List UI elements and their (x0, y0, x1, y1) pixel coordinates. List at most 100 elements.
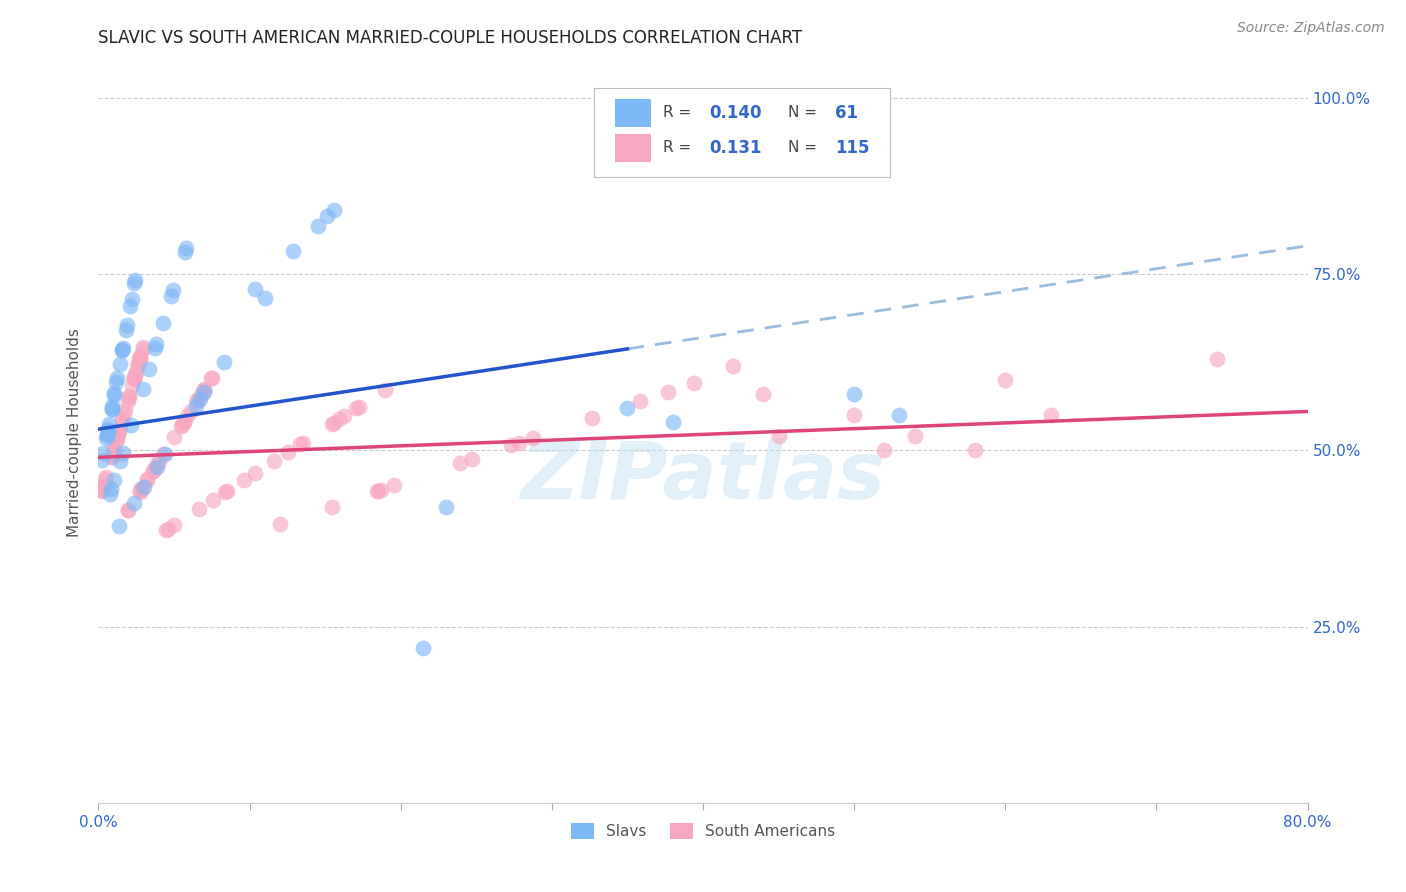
Point (127, 358, 149, 372)
Point (100, 482, 122, 496)
Point (124, 277, 146, 291)
Point (125, 364, 148, 378)
Point (193, 383, 215, 397)
Point (93, 446, 115, 460)
Point (105, 370, 128, 384)
Point (374, 383, 396, 397)
Point (163, 430, 186, 444)
Point (90, 484, 112, 499)
Point (128, 351, 150, 365)
Point (124, 370, 146, 384)
Point (1039, 408, 1062, 422)
Point (111, 343, 134, 357)
Point (117, 394, 139, 409)
Point (100, 450, 122, 464)
Point (581, 410, 603, 425)
Point (103, 386, 125, 401)
Text: 61: 61 (835, 103, 858, 122)
Point (111, 343, 134, 358)
Point (522, 431, 544, 445)
Point (616, 401, 638, 415)
Point (243, 466, 266, 480)
Text: 0.140: 0.140 (709, 103, 762, 122)
Point (94, 469, 117, 483)
Point (121, 293, 143, 307)
Point (124, 370, 146, 384)
Point (129, 483, 152, 498)
Point (152, 447, 174, 461)
Text: SLAVIC VS SOUTH AMERICAN MARRIED-COUPLE HOUSEHOLDS CORRELATION CHART: SLAVIC VS SOUTH AMERICAN MARRIED-COUPLE … (98, 29, 803, 47)
Point (128, 484, 150, 499)
Point (188, 502, 211, 516)
Point (101, 400, 124, 414)
Point (114, 402, 136, 417)
Point (176, 409, 198, 424)
Y-axis label: Married-couple Households: Married-couple Households (67, 328, 83, 537)
Point (120, 299, 142, 313)
Point (844, 408, 866, 422)
Point (135, 474, 157, 488)
Point (269, 517, 291, 532)
Point (145, 460, 167, 475)
Point (768, 429, 790, 443)
Point (322, 416, 344, 430)
FancyBboxPatch shape (595, 88, 890, 178)
Text: 0.131: 0.131 (709, 138, 762, 157)
Point (121, 377, 143, 392)
Point (723, 359, 745, 373)
Text: ZIPatlas: ZIPatlas (520, 438, 886, 516)
Point (191, 384, 214, 399)
Point (212, 355, 235, 369)
Point (628, 394, 651, 409)
Point (143, 460, 166, 475)
Point (412, 640, 434, 655)
Point (142, 464, 165, 478)
Point (844, 387, 866, 401)
Point (321, 500, 343, 514)
Point (186, 394, 208, 409)
Point (96, 431, 118, 445)
Point (143, 341, 166, 355)
Point (152, 316, 174, 330)
Point (1206, 351, 1229, 366)
Text: Source: ZipAtlas.com: Source: ZipAtlas.com (1237, 21, 1385, 36)
Point (316, 209, 339, 223)
Point (174, 241, 197, 255)
Point (115, 318, 138, 332)
Point (263, 453, 285, 467)
Point (347, 400, 370, 414)
Text: 115: 115 (835, 138, 869, 157)
Point (253, 291, 276, 305)
Point (200, 371, 222, 385)
Point (100, 450, 122, 464)
Point (108, 454, 131, 468)
Point (193, 382, 215, 396)
Point (277, 445, 299, 459)
Point (97, 423, 120, 437)
Point (661, 415, 683, 429)
Point (120, 417, 142, 432)
Point (122, 372, 145, 386)
Point (108, 358, 131, 372)
Point (100, 401, 122, 416)
Point (243, 281, 266, 295)
Point (449, 456, 471, 470)
Point (160, 289, 183, 303)
Point (188, 392, 211, 407)
Point (994, 373, 1017, 387)
Point (128, 352, 150, 367)
Point (201, 371, 224, 385)
Point (105, 434, 128, 448)
Point (134, 480, 156, 494)
Point (904, 429, 927, 443)
Point (131, 342, 153, 356)
Point (873, 443, 896, 458)
Point (370, 483, 392, 497)
Point (155, 446, 177, 460)
Text: N =: N = (787, 105, 817, 120)
Point (118, 390, 141, 404)
Point (965, 443, 987, 458)
Point (138, 362, 160, 376)
Point (103, 443, 125, 458)
Point (91, 453, 114, 467)
